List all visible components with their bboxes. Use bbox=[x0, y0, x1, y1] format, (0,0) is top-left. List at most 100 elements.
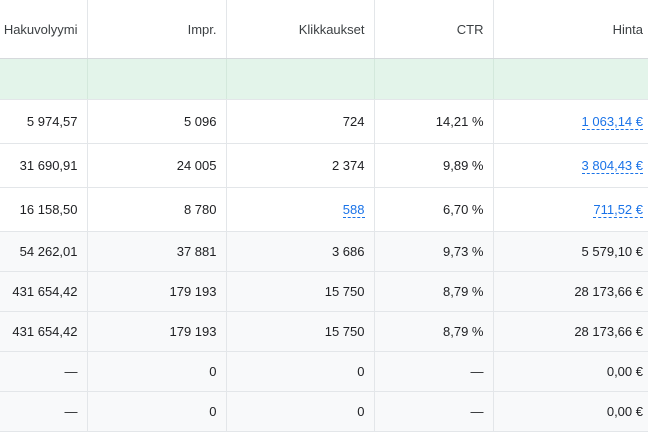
table-cell bbox=[87, 58, 227, 100]
table-cell: 16 158,50 bbox=[0, 187, 88, 232]
cell-value: 31 690,91 bbox=[19, 158, 78, 173]
table-cell: 3 804,43 € bbox=[493, 143, 648, 188]
cell-value: 0 bbox=[357, 404, 365, 419]
table-cell: 5 974,57 bbox=[0, 99, 88, 144]
table-cell: 431 654,42 bbox=[0, 271, 88, 312]
cell-value: 28 173,66 € bbox=[574, 324, 643, 339]
table-cell: 28 173,66 € bbox=[493, 271, 648, 312]
table-cell: 5 579,10 € bbox=[493, 231, 648, 272]
cell-value: 179 193 bbox=[169, 324, 217, 339]
table-row: 54 262,01 37 881 3 686 9,73 % 5 579,10 € bbox=[0, 231, 648, 272]
table-cell bbox=[0, 58, 88, 100]
highlighted-empty-row bbox=[0, 58, 648, 100]
table-cell: 0,00 € bbox=[493, 351, 648, 392]
cell-link[interactable]: 711,52 € bbox=[593, 202, 643, 218]
table-cell bbox=[493, 58, 648, 100]
cell-value: 28 173,66 € bbox=[574, 284, 643, 299]
table-cell: 15 750 bbox=[226, 271, 375, 312]
cell-value: 15 750 bbox=[324, 284, 365, 299]
cell-value: 0,00 € bbox=[606, 404, 643, 419]
table-cell: 15 750 bbox=[226, 311, 375, 352]
table-cell: 179 193 bbox=[87, 271, 227, 312]
cell-value: — bbox=[64, 364, 78, 379]
table-cell: 9,73 % bbox=[374, 231, 494, 272]
table-cell: 179 193 bbox=[87, 311, 227, 352]
table-cell: 5 096 bbox=[87, 99, 227, 144]
table-cell: 0,00 € bbox=[493, 391, 648, 432]
table-cell: 588 bbox=[226, 187, 375, 232]
table-cell: 0 bbox=[226, 391, 375, 432]
table-row: — 0 0 — 0,00 € bbox=[0, 391, 648, 432]
cell-value: 16 158,50 bbox=[19, 202, 78, 217]
table-cell: 711,52 € bbox=[493, 187, 648, 232]
cell-value: 37 881 bbox=[176, 244, 217, 259]
cell-value: — bbox=[470, 404, 484, 419]
table-cell: 0 bbox=[87, 351, 227, 392]
table-cell: — bbox=[0, 391, 88, 432]
table-cell bbox=[226, 58, 375, 100]
table-cell: 31 690,91 bbox=[0, 143, 88, 188]
cell-value: 431 654,42 bbox=[12, 284, 78, 299]
table-cell: 0 bbox=[226, 351, 375, 392]
cell-value: 724 bbox=[342, 114, 365, 129]
table-row: 5 974,57 5 096 724 14,21 % 1 063,14 € bbox=[0, 99, 648, 144]
table-cell: — bbox=[374, 391, 494, 432]
cell-link[interactable]: 588 bbox=[342, 202, 365, 218]
table-cell: 431 654,42 bbox=[0, 311, 88, 352]
table-row: 31 690,91 24 005 2 374 9,89 % 3 804,43 € bbox=[0, 143, 648, 188]
table-cell: 6,70 % bbox=[374, 187, 494, 232]
header-row: Hakuvolyymi Impr. Klikkaukset CTR Hinta bbox=[0, 0, 648, 59]
table-cell: 724 bbox=[226, 99, 375, 144]
table-row: 431 654,42 179 193 15 750 8,79 % 28 173,66 € bbox=[0, 271, 648, 312]
table-cell: — bbox=[0, 351, 88, 392]
cell-value: — bbox=[470, 364, 484, 379]
table-cell: 8 780 bbox=[87, 187, 227, 232]
cell-value: 2 374 bbox=[331, 158, 365, 173]
table-cell: 1 063,14 € bbox=[493, 99, 648, 144]
cell-value: 8 780 bbox=[183, 202, 217, 217]
header-impr[interactable]: Impr. bbox=[87, 0, 227, 59]
header-hinta[interactable]: Hinta bbox=[493, 0, 648, 59]
cell-value: 5 579,10 € bbox=[581, 244, 643, 259]
cell-value: 54 262,01 bbox=[19, 244, 78, 259]
table-cell: 0 bbox=[87, 391, 227, 432]
cell-value: 179 193 bbox=[169, 284, 217, 299]
table-cell: 28 173,66 € bbox=[493, 311, 648, 352]
cell-link[interactable]: 3 804,43 € bbox=[581, 158, 643, 174]
table-cell: 3 686 bbox=[226, 231, 375, 272]
cell-link[interactable]: 1 063,14 € bbox=[581, 114, 643, 130]
cell-value: — bbox=[64, 404, 78, 419]
table-cell: 2 374 bbox=[226, 143, 375, 188]
table-cell: 8,79 % bbox=[374, 311, 494, 352]
header-hakuvolyymi[interactable]: Hakuvolyymi bbox=[0, 0, 88, 59]
cell-value: 431 654,42 bbox=[12, 324, 78, 339]
table-row: — 0 0 — 0,00 € bbox=[0, 351, 648, 392]
cell-value: 3 686 bbox=[331, 244, 365, 259]
cell-value: 5 096 bbox=[183, 114, 217, 129]
table-row: 431 654,42 179 193 15 750 8,79 % 28 173,66 € bbox=[0, 311, 648, 352]
table-cell: 24 005 bbox=[87, 143, 227, 188]
table-cell: — bbox=[374, 351, 494, 392]
table-cell: 14,21 % bbox=[374, 99, 494, 144]
cell-value: 9,89 % bbox=[443, 158, 484, 173]
table-cell: 9,89 % bbox=[374, 143, 494, 188]
table-cell: 54 262,01 bbox=[0, 231, 88, 272]
cell-value: 8,79 % bbox=[443, 284, 484, 299]
cell-value: 6,70 % bbox=[443, 202, 484, 217]
cell-value: 5 974,57 bbox=[26, 114, 78, 129]
cell-value: 0 bbox=[357, 364, 365, 379]
table-cell: 37 881 bbox=[87, 231, 227, 272]
cell-value: 15 750 bbox=[324, 324, 365, 339]
cell-value: 8,79 % bbox=[443, 324, 484, 339]
cell-value: 0 bbox=[209, 364, 217, 379]
table-cell: 8,79 % bbox=[374, 271, 494, 312]
cell-value: 9,73 % bbox=[443, 244, 484, 259]
header-ctr[interactable]: CTR bbox=[374, 0, 494, 59]
cell-value: 14,21 % bbox=[435, 114, 484, 129]
header-klikkaukset[interactable]: Klikkaukset bbox=[226, 0, 375, 59]
table-cell bbox=[374, 58, 494, 100]
cell-value: 24 005 bbox=[176, 158, 217, 173]
cell-value: 0,00 € bbox=[606, 364, 643, 379]
table-row: 16 158,50 8 780 588 6,70 % 711,52 € bbox=[0, 187, 648, 232]
